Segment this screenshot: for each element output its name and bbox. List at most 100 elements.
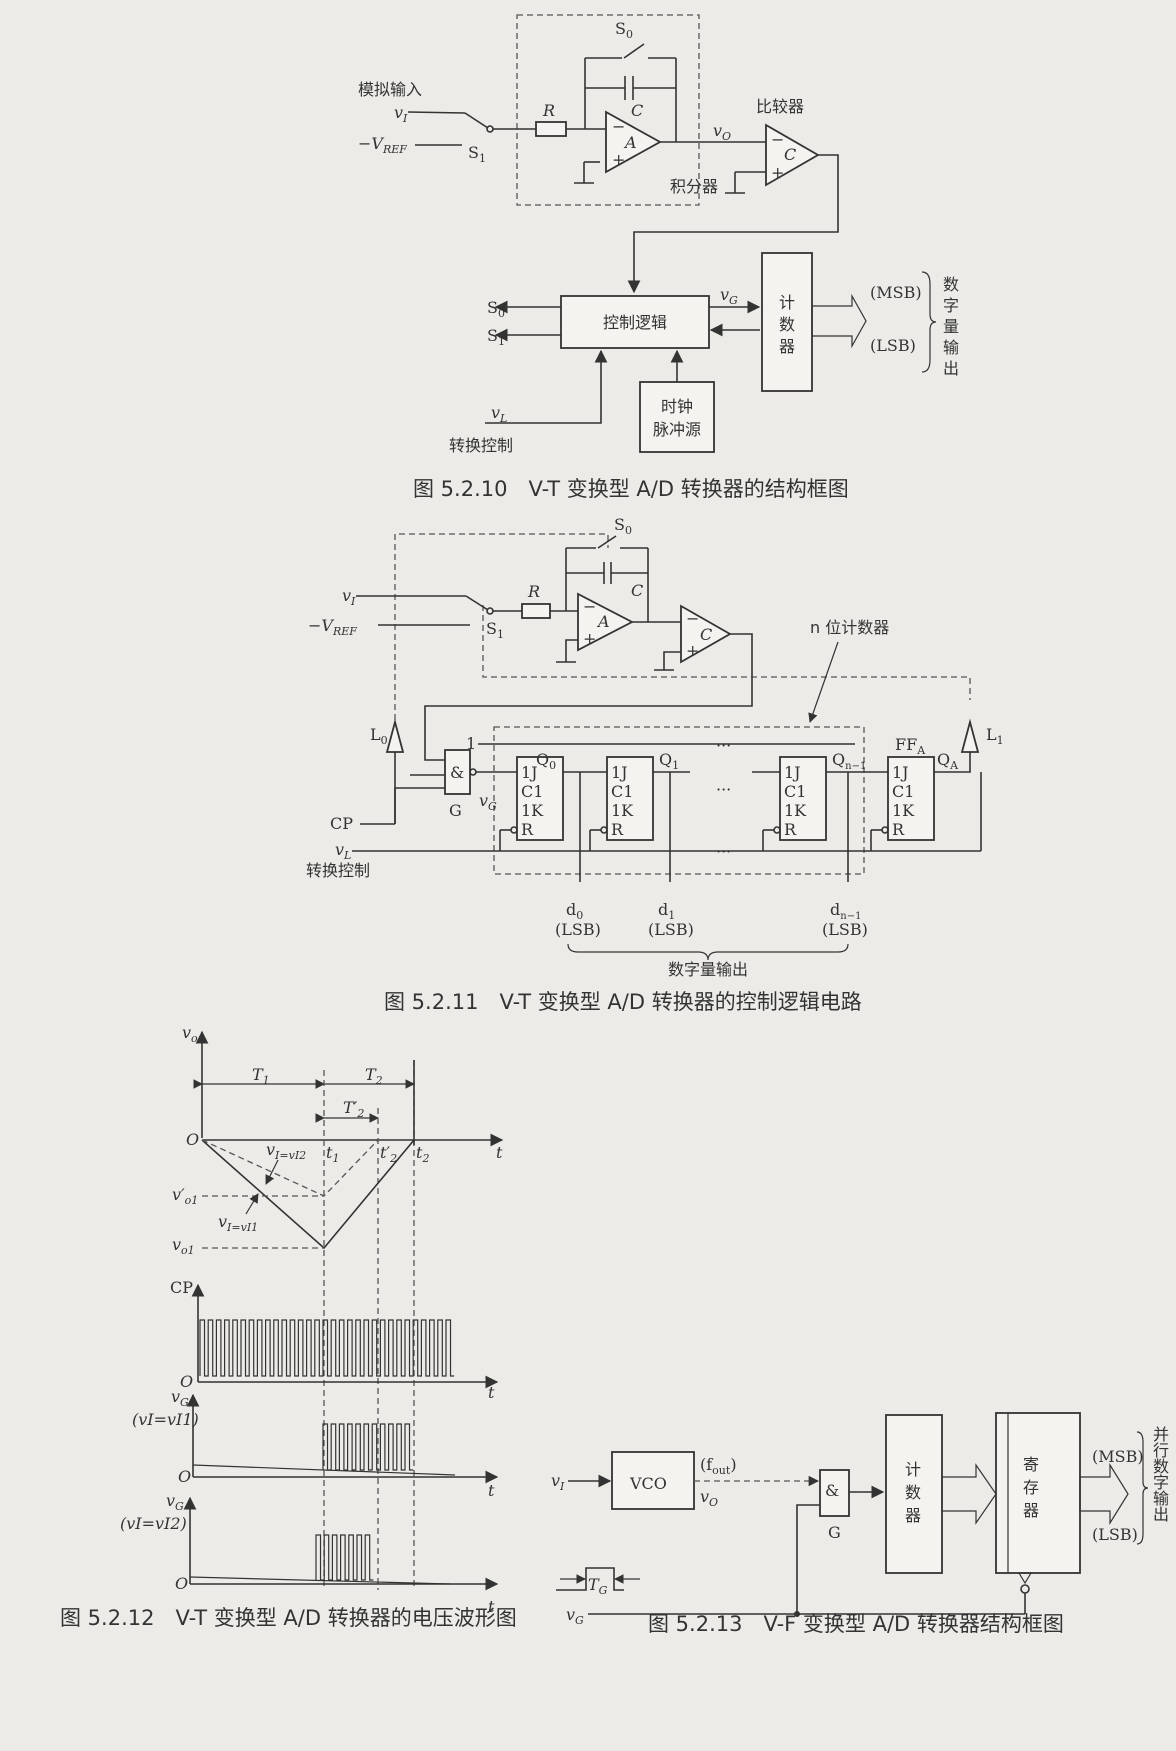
parallel-out-5: 输 [1153, 1489, 1169, 1508]
resistor-r [535, 121, 567, 137]
t-axis-label-1: t [496, 1143, 503, 1162]
vi-equals-vi1-label: vI=vI1 [218, 1212, 258, 1234]
parallel-output-arrow [1079, 1462, 1129, 1526]
gate-g-label: G [449, 801, 462, 820]
flip-flop-0: 1J C1 1K R [499, 756, 564, 851]
counter-block [761, 252, 813, 392]
comp-minus: − [771, 130, 784, 149]
conversion-control-label-2: 转换控制 [306, 861, 370, 880]
comparator-output-wire [627, 154, 839, 294]
figure-5-2-10: 模拟输入 vI −VREF S1 R − + A C S0 积分器 vO [358, 14, 959, 501]
svg-text:C1: C1 [521, 782, 543, 801]
r-label-2: R [527, 582, 540, 601]
parallel-output-brace [1136, 1431, 1149, 1545]
ellipsis-mid: ··· [716, 780, 731, 799]
comparator-label: 比较器 [756, 97, 804, 116]
lsb-label: (LSB) [870, 336, 916, 355]
register-block [995, 1412, 1081, 1574]
comp2-plus: + [686, 641, 699, 660]
svg-text:R: R [521, 820, 534, 839]
origin-label-1: O [186, 1130, 199, 1149]
clock-line-2: 脉冲源 [653, 420, 701, 439]
flip-flop-n-1: 1J C1 1K R [762, 756, 827, 851]
switch-s1-blade [464, 112, 489, 129]
s1-out-label: S1 [487, 326, 505, 348]
figure-5-2-12: vo O t T1 T2 T′2 t1 t′2 t2 v′o1 vo1 vI=v… [60, 1023, 517, 1630]
opamp-minus: − [612, 117, 625, 136]
counter-block-2 [885, 1414, 943, 1574]
vo-axis-label: vo [182, 1023, 198, 1045]
lsb-label-2: (LSB) [1092, 1525, 1138, 1544]
digital-output-arrow [811, 293, 867, 349]
qn1-label: Qn−1 [832, 750, 866, 772]
svg-text:R: R [784, 820, 797, 839]
digital-out-5: 出 [943, 359, 959, 378]
digital-out-1: 数 [943, 275, 959, 294]
vo-label: vO [713, 121, 731, 143]
q0-label: Q0 [536, 750, 556, 772]
counter2-line-3: 器 [905, 1506, 921, 1525]
opamp-plus: + [612, 150, 625, 169]
integrator-opamp-2 [577, 592, 634, 652]
outputs-brace [567, 943, 849, 961]
counter2-line-2: 数 [905, 1483, 921, 1502]
qa-wire [934, 752, 971, 773]
vg-label: vG [720, 285, 738, 307]
ellipsis-top: ··· [716, 736, 731, 755]
counter-n-label: n 位计数器 [810, 618, 889, 637]
vl-wire [485, 349, 608, 424]
origin-label-4: O [175, 1574, 188, 1593]
logic-one: 1 [466, 734, 476, 753]
opamp-a-label-2: A [596, 612, 610, 631]
svg-text:1J: 1J [784, 763, 801, 782]
vl-label: vL [491, 403, 507, 425]
opamp2-minus: − [583, 597, 596, 616]
q1-label: Q1 [659, 750, 679, 772]
vg-into-gate [796, 1504, 820, 1614]
and-gate-g-2 [819, 1469, 850, 1517]
vi-wire [407, 111, 466, 114]
cp-label: CP [330, 814, 353, 833]
vo1-label: vo1 [172, 1235, 195, 1257]
vo-label-3: vO [700, 1487, 718, 1509]
parallel-out-6: 出 [1153, 1505, 1169, 1524]
counter-line-1: 计 [779, 293, 795, 312]
a2-ground [565, 639, 578, 662]
vg-label-2: vG [479, 791, 497, 813]
comparator-2-output [424, 633, 753, 761]
t2-label: T2 [365, 1065, 383, 1087]
vg1-baseline [192, 1464, 456, 1476]
dn1-tag: (LSB) [822, 920, 868, 939]
origin-label-2: O [180, 1372, 193, 1391]
l0-dashed-path [394, 533, 609, 720]
parallel-out-2: 行 [1153, 1441, 1169, 1460]
figure-5-2-13-caption: 图 5.2.13 V-F 变换型 A/D 转换器结构框图 [648, 1612, 1064, 1636]
msb-label: (MSB) [870, 283, 922, 302]
l1-label: L1 [986, 725, 1004, 747]
switch-s0 [623, 43, 645, 59]
counter-line-2: 数 [779, 315, 795, 334]
vi2-pointer [265, 1159, 279, 1185]
comp2-minus: − [686, 609, 699, 628]
comp2-ground [663, 651, 681, 670]
s0-label: S0 [615, 19, 633, 41]
qa-label: QA [937, 750, 959, 772]
s0-label-2: S0 [614, 515, 632, 537]
figure-5-2-12-caption: 图 5.2.12 V-T 变换型 A/D 转换器的电压波形图 [60, 1606, 517, 1630]
svg-text:1K: 1K [611, 801, 634, 820]
vg1-condition: (vI=vI1) [132, 1410, 199, 1429]
vref-label-2: −VREF [308, 616, 357, 638]
vg2-pulse-train [315, 1534, 374, 1581]
conversion-control-label: 转换控制 [449, 436, 513, 455]
l1-dashed-path [482, 605, 971, 700]
figure-5-2-10-caption: 图 5.2.10 V-T 变换型 A/D 转换器的结构框图 [413, 477, 849, 501]
svg-text:1J: 1J [892, 763, 909, 782]
fout-label: (fout) [700, 1455, 737, 1477]
vi-label-2: vI [342, 586, 356, 608]
opamp-a-label: A [623, 133, 637, 152]
t2-prime-tick-label: t′2 [380, 1143, 397, 1165]
analog-input-label: 模拟输入 [358, 80, 422, 99]
parallel-out-1: 并 [1153, 1425, 1169, 1444]
vg2-condition: (vI=vI2) [120, 1514, 187, 1533]
